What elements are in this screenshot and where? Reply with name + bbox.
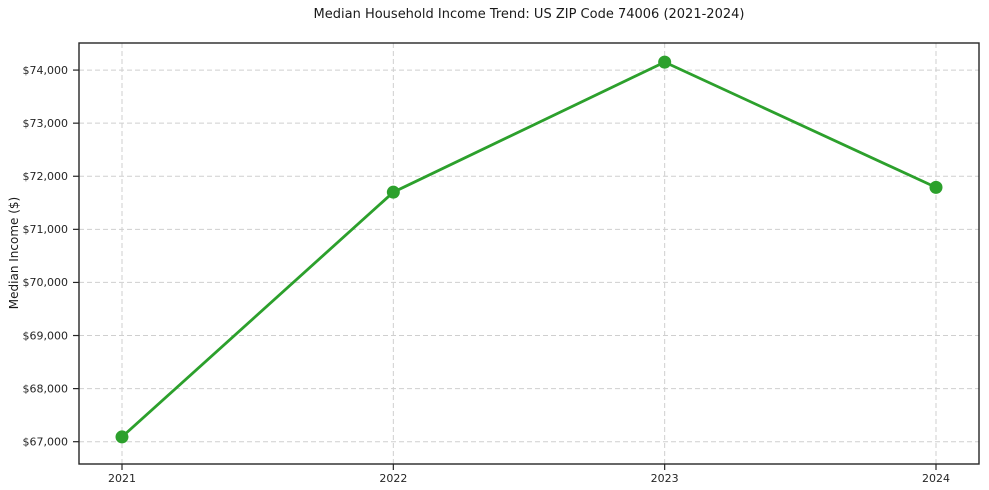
y-tick-label: $67,000 (23, 435, 69, 448)
y-tick-label: $68,000 (23, 382, 69, 395)
y-tick-label: $73,000 (23, 117, 69, 130)
y-tick-label: $71,000 (23, 223, 69, 236)
data-point-marker (115, 430, 129, 444)
y-tick-label: $74,000 (23, 64, 69, 77)
x-tick-label: 2022 (379, 472, 407, 485)
x-tick-label: 2023 (651, 472, 679, 485)
x-tick-label: 2024 (922, 472, 950, 485)
chart-title: Median Household Income Trend: US ZIP Co… (313, 7, 745, 22)
data-point-marker (658, 55, 672, 69)
y-tick-label: $72,000 (23, 170, 69, 183)
y-tick-label: $69,000 (23, 329, 69, 342)
x-tick-label: 2021 (108, 472, 136, 485)
plot-border (78, 42, 980, 465)
data-point-marker (929, 180, 943, 194)
data-point-marker (386, 185, 400, 199)
trend-line (120, 60, 938, 439)
y-tick-label: $70,000 (23, 276, 69, 289)
